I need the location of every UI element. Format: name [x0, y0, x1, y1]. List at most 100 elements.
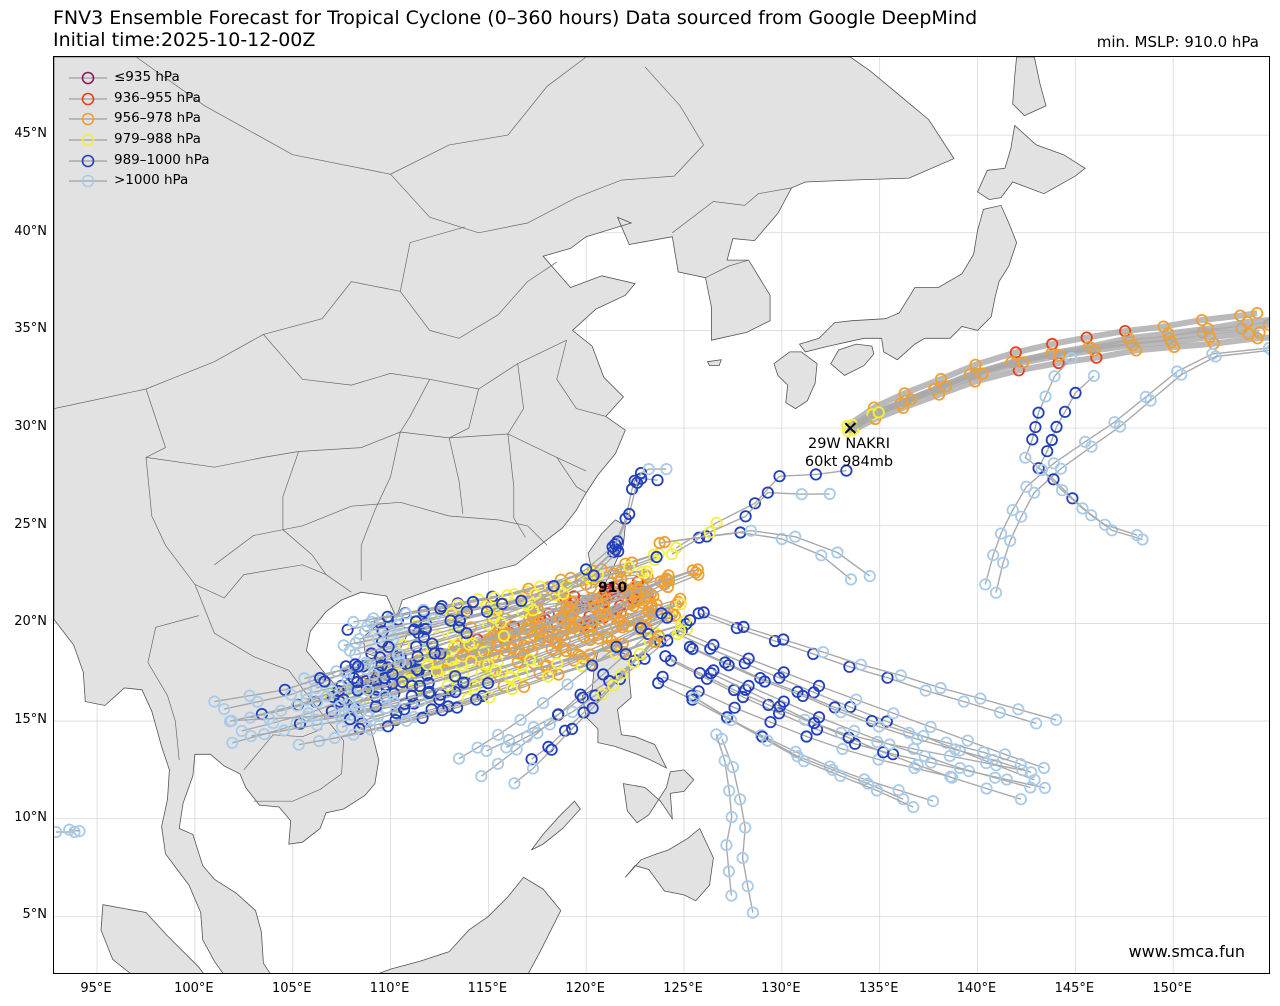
- track-point: [1041, 445, 1054, 458]
- storm-x-mark: [844, 422, 857, 434]
- track-point: [870, 784, 884, 797]
- track-point: [642, 462, 655, 476]
- border-line: [449, 388, 479, 439]
- track-point: [1058, 405, 1072, 418]
- track-point: [607, 545, 620, 559]
- landmass-borneo: [379, 876, 562, 973]
- track-point: [1020, 480, 1033, 493]
- track-point: [623, 507, 636, 521]
- track-point: [536, 696, 550, 710]
- track-point: [834, 769, 847, 783]
- track-point: [533, 616, 546, 629]
- map-canvas[interactable]: [54, 57, 1270, 974]
- track-point: [728, 701, 741, 714]
- track-point: [499, 644, 512, 657]
- track-point: [924, 756, 938, 769]
- track-point: [448, 670, 462, 683]
- track-point: [1201, 322, 1215, 335]
- track-point: [565, 610, 578, 623]
- lat-tick-label: 40°N: [14, 223, 47, 239]
- landmass-palawan: [531, 800, 581, 851]
- border-line: [390, 66, 705, 234]
- lat-tick-label: 15°N: [14, 712, 47, 728]
- landmass-mindanao: [624, 827, 714, 902]
- track-point: [737, 620, 750, 634]
- track-point: [691, 563, 704, 576]
- track-point: [587, 569, 600, 582]
- track-point: [843, 660, 856, 673]
- track-point: [388, 697, 401, 710]
- legend-label: 936–955 hPa: [114, 89, 201, 106]
- track-point: [993, 706, 1007, 719]
- track-line: [365, 568, 699, 670]
- track-line: [349, 601, 679, 705]
- track-point: [491, 728, 505, 741]
- track-point: [934, 681, 947, 695]
- track-point: [529, 587, 542, 601]
- track-point: [764, 715, 777, 729]
- track-point: [718, 754, 731, 767]
- track-point: [688, 691, 701, 704]
- track-point: [597, 599, 610, 612]
- track-point: [685, 689, 698, 702]
- track-point: [1035, 463, 1048, 477]
- track-point: [393, 656, 407, 669]
- track-point: [243, 689, 256, 702]
- track-point: [551, 657, 564, 670]
- track-point: [1265, 344, 1269, 356]
- track-point: [797, 755, 811, 768]
- track-point: [436, 704, 449, 717]
- track-line: [480, 617, 668, 777]
- track-point: [245, 729, 258, 743]
- track-point: [789, 530, 802, 543]
- lat-tick-label: 35°N: [14, 321, 47, 337]
- track-point: [710, 516, 723, 529]
- track-point: [1032, 406, 1045, 419]
- track-point: [979, 756, 993, 770]
- track-point: [911, 758, 924, 772]
- track-point: [290, 699, 303, 712]
- track-point: [482, 658, 495, 671]
- border-line: [556, 457, 587, 493]
- track-line: [458, 612, 662, 760]
- track-point: [902, 726, 916, 739]
- lon-tick-label: 105°E: [271, 981, 312, 996]
- credit-url[interactable]: www.smca.fun: [1128, 942, 1245, 961]
- landmass-visayas: [622, 769, 695, 824]
- track-point: [834, 706, 847, 719]
- track-point: [263, 712, 276, 725]
- track-point: [361, 684, 374, 697]
- track-line: [359, 603, 682, 713]
- track-point: [989, 586, 1003, 599]
- track-line: [692, 648, 1032, 773]
- border-line: [400, 379, 431, 433]
- track-point: [907, 800, 920, 814]
- track-point: [460, 627, 473, 640]
- track-point: [831, 546, 844, 559]
- track-point: [312, 734, 326, 748]
- track-point: [556, 641, 569, 654]
- track-point: [382, 640, 395, 654]
- legend-label: 956–978 hPa: [114, 110, 201, 127]
- track-point: [627, 656, 640, 669]
- track-point: [337, 639, 350, 652]
- track-point: [777, 666, 790, 679]
- track-point: [339, 666, 352, 679]
- track-point: [353, 632, 366, 646]
- track-point: [419, 623, 432, 636]
- track-point: [945, 771, 959, 784]
- track-line: [223, 665, 359, 710]
- track-point: [466, 595, 480, 609]
- track-point: [812, 711, 826, 724]
- track-point: [457, 676, 470, 689]
- track-point: [795, 488, 808, 501]
- legend-label: ≤935 hPa: [114, 69, 180, 85]
- legend-swatch-icon: [69, 92, 107, 105]
- track-point: [1262, 318, 1269, 331]
- map-panel[interactable]: [53, 56, 1270, 974]
- track-point: [854, 658, 868, 671]
- track-point: [739, 821, 752, 834]
- storm-intensity: 60kt 984mb: [804, 454, 894, 470]
- legend-swatch-icon: [69, 113, 107, 126]
- storm-position-marker: [844, 422, 857, 434]
